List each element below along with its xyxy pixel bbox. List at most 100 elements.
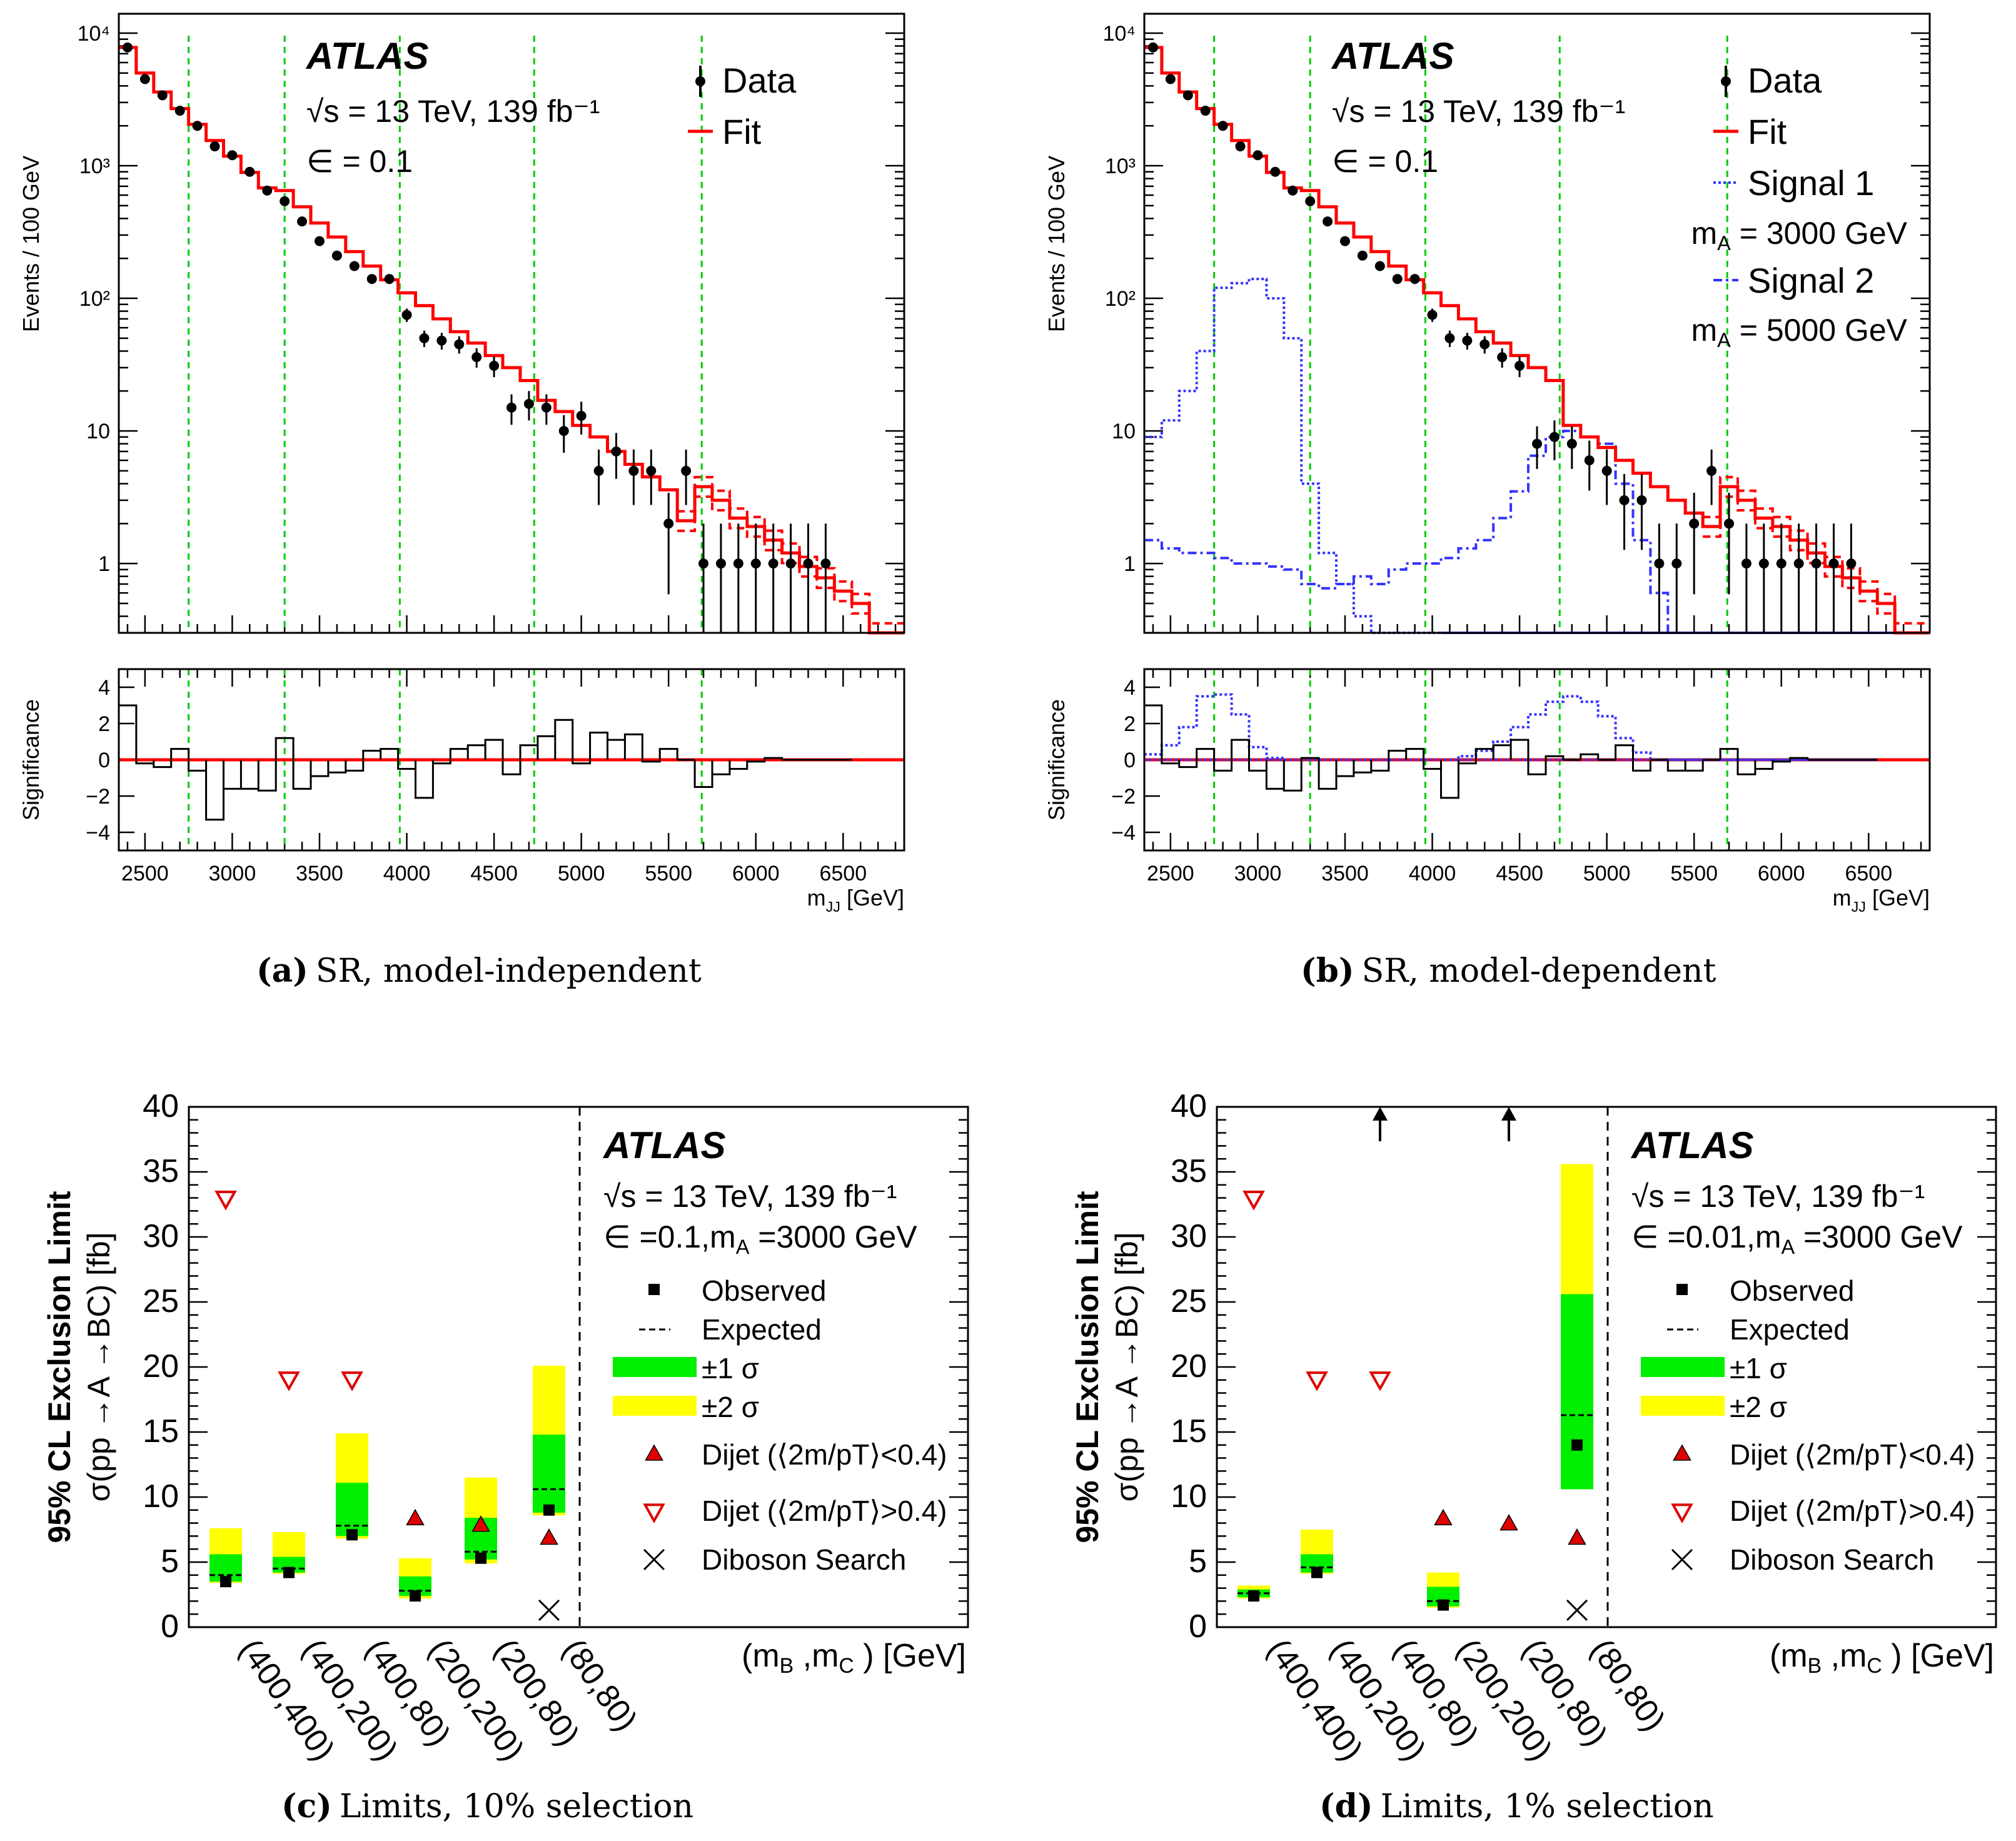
- b-legend-data: Data: [1748, 61, 1822, 100]
- a-data-point: [558, 426, 569, 436]
- b-data-point: [1793, 558, 1804, 569]
- c-ytick-label: 35: [143, 1153, 179, 1189]
- c-epsilon-label: ∈ =0.1,mA =3000 GeV: [603, 1219, 917, 1258]
- a-significance-plot: 2500 3000 3500 4000 4500 5000 5500 6000 6500 4 2 0 −…: [86, 669, 904, 885]
- a-data-point: [436, 335, 447, 346]
- b-xtick-label: 6000: [1758, 862, 1805, 885]
- a-data-point: [384, 274, 395, 285]
- d-legend-diboson: Diboson Search: [1730, 1543, 1934, 1576]
- b-ylabel: Events / 100 GeV: [1044, 156, 1069, 332]
- a-ytick-label: 10⁴: [78, 22, 110, 46]
- a-data-point: [209, 141, 220, 152]
- d-ytick-label: 20: [1171, 1348, 1207, 1385]
- b-ratio-ylabel: Significance: [1044, 699, 1069, 820]
- d-legend-dijet-low: Dijet (⟨2m/pT⟩<0.4): [1730, 1438, 1975, 1471]
- a-xtick-label: 4000: [383, 862, 431, 885]
- c-legend-dijet-low: Dijet (⟨2m/pT⟩<0.4): [702, 1438, 947, 1471]
- d-epsilon-label: ∈ =0.01,mA =3000 GeV: [1631, 1219, 1963, 1258]
- b-atlas-label: ATLAS: [1331, 35, 1454, 77]
- b-xtick-label: 4000: [1409, 862, 1456, 885]
- b-legend-signal1: Signal 1: [1748, 163, 1874, 203]
- c-ytick-label: 25: [143, 1283, 179, 1319]
- a-data-point: [419, 333, 430, 343]
- c-legend: Observed Expected ±1 σ ±2 σ Dijet (⟨2m/pT⟩<0…: [613, 1274, 947, 1576]
- d-atlas-label: ATLAS: [1630, 1124, 1754, 1166]
- b-data-point: [1182, 90, 1193, 101]
- d-ylabel-2: σ(pp →A →BC) [fb]: [1109, 1233, 1144, 1502]
- d-dijet-low-marker: [1499, 1514, 1518, 1531]
- a-xtick-label: 5000: [558, 862, 605, 885]
- d-dijet-high-marker: [1369, 1371, 1391, 1391]
- b-epsilon-label: ∈ = 0.1: [1332, 144, 1438, 179]
- d-energy-label: √s = 13 TeV, 139 fb⁻¹: [1631, 1179, 1925, 1214]
- panel-c: 0510152025303540(400,400)(400,200)(400,8…: [42, 1088, 969, 1825]
- a-ratio-ylabel: Significance: [18, 699, 44, 820]
- a-legend-fit: Fit: [722, 112, 762, 151]
- a-data-point: [262, 185, 273, 196]
- c-legend-dijet-high-marker: [643, 1503, 665, 1524]
- b-ytick-label: 1: [1124, 552, 1136, 576]
- d-xlabel: (mB ,mC ) [GeV]: [1770, 1638, 1994, 1678]
- a-data-point: [489, 360, 500, 371]
- b-xtick-label: 3500: [1321, 862, 1369, 885]
- c-frame: [188, 1106, 969, 1628]
- a-data-point: [628, 465, 639, 476]
- d-ytick-label: 40: [1171, 1088, 1207, 1124]
- b-data-point: [1392, 274, 1403, 285]
- a-data-point: [507, 402, 517, 413]
- a-data-point: [331, 250, 342, 261]
- b-main-plot: 1 10 10² 10³ 10⁴: [1103, 22, 1930, 635]
- d-dijet-low-marker: [1434, 1508, 1453, 1526]
- b-data-point: [1427, 310, 1438, 320]
- b-ratio-frame: [1143, 668, 1931, 852]
- c-observed-limit: [220, 1576, 231, 1588]
- b-data-point: [1515, 360, 1525, 371]
- a-data-point: [715, 558, 726, 569]
- a-xtick-label: 6500: [819, 862, 867, 885]
- a-ratio-ytick-label: −2: [86, 785, 110, 809]
- a-ytick-label: 10: [86, 420, 110, 443]
- b-main-frame: [1143, 13, 1931, 634]
- b-data-point: [1270, 166, 1281, 177]
- c-energy-label: √s = 13 TeV, 139 fb⁻¹: [603, 1179, 897, 1214]
- d-legend-dijet-high-marker: [1671, 1503, 1693, 1524]
- a-ratio-ytick-label: 0: [98, 749, 110, 772]
- b-data-point: [1409, 274, 1420, 285]
- panel-a: 1 10 10² 10³ 10⁴ 2500 3000 3500 4000 4500 5000 550…: [18, 13, 905, 990]
- c-ytick-label: 5: [161, 1543, 179, 1580]
- a-data-point: [454, 339, 465, 350]
- c-dijet-low-marker: [471, 1515, 490, 1532]
- c-dijet-low-marker: [540, 1528, 558, 1545]
- b-data-point: [1811, 558, 1822, 569]
- b-ytick-label: 10⁴: [1103, 22, 1136, 46]
- a-data-point: [280, 196, 290, 206]
- b-data-point: [1724, 518, 1735, 529]
- b-significance-plot: 2500 3000 3500 4000 4500 5000 5500 6000 6500 4 2 0 −…: [1111, 669, 1930, 885]
- c-dijet-high-marker: [341, 1371, 363, 1391]
- b-data-point: [1217, 121, 1228, 131]
- d-diboson-marker: [1566, 1599, 1588, 1622]
- d-legend-2sigma-marker: [1641, 1396, 1725, 1416]
- b-ytick-label: 10²: [1105, 287, 1136, 311]
- b-ratio-ytick-label: −4: [1111, 821, 1136, 845]
- d-dijet-low-marker: [1568, 1528, 1586, 1545]
- panel-b: 1 10 10² 10³ 10⁴ 2500 3000 3500 4000 4500 5000 550…: [1044, 13, 1931, 990]
- b-data-point: [1200, 106, 1211, 116]
- c-legend-dijet-low-marker: [645, 1444, 663, 1461]
- b-ratio-ytick-label: 0: [1124, 749, 1136, 772]
- a-xtick-label: 6000: [732, 862, 780, 885]
- b-energy-label: √s = 13 TeV, 139 fb⁻¹: [1332, 94, 1625, 129]
- b-fit-uncertainty-up: [1703, 476, 1930, 625]
- c-xlabel: (mB ,mC ) [GeV]: [742, 1638, 966, 1678]
- d-band-1sigma: [1561, 1294, 1593, 1490]
- d-offscale-arrow-head: [1501, 1107, 1516, 1121]
- d-ytick-label: 15: [1171, 1413, 1207, 1450]
- b-data-point: [1566, 438, 1577, 449]
- c-observed-limit: [283, 1566, 295, 1578]
- a-ytick-label: 1: [98, 552, 110, 576]
- c-atlas-label: ATLAS: [602, 1124, 726, 1166]
- a-data-point: [611, 446, 622, 456]
- a-xtick-label: 3500: [296, 862, 343, 885]
- a-data-point: [785, 558, 796, 569]
- a-data-point: [541, 402, 552, 413]
